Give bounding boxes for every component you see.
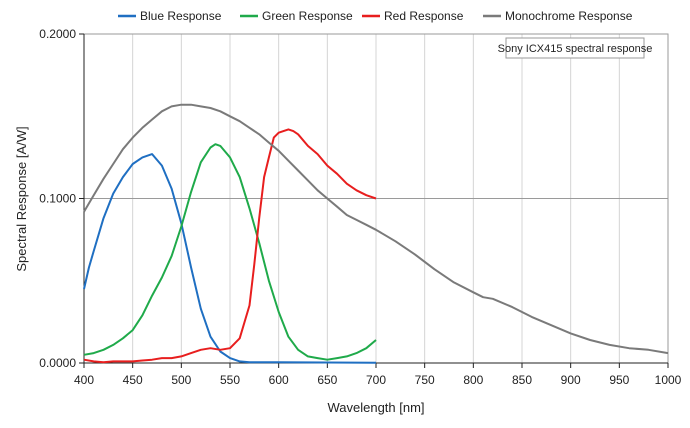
x-tick-label: 800 — [463, 373, 483, 387]
legend-label-green-response: Green Response — [262, 9, 353, 23]
series-line-red-response — [83, 128, 377, 364]
axis-layer: 400 450 500 550 600 650 700 750 800 850 900 950 1000… — [39, 27, 681, 387]
legend-label-red-response: Red Response — [384, 9, 464, 23]
y-tick-label: 0.0000 — [39, 356, 76, 370]
x-tick-label: 750 — [415, 373, 435, 387]
annotation: Sony ICX415 spectral response — [498, 37, 653, 59]
y-tick-label: 0.2000 — [39, 27, 76, 41]
annotation-text: Sony ICX415 spectral response — [498, 43, 653, 55]
y-axis-title: Spectral Response [A/W] — [14, 126, 29, 271]
x-tick-label: 550 — [220, 373, 240, 387]
series-layer — [83, 103, 669, 364]
series-line-blue-response — [83, 153, 377, 364]
x-axis-title: Wavelength [nm] — [327, 400, 424, 415]
x-tick-label: 450 — [123, 373, 143, 387]
legend-label-blue-response: Blue Response — [140, 9, 222, 23]
x-tick-label: 850 — [512, 373, 532, 387]
x-tick-label: 900 — [561, 373, 581, 387]
x-tick-label: 400 — [74, 373, 94, 387]
annotation-box — [505, 37, 645, 59]
legend-label-monochrome-response: Monochrome Response — [505, 9, 633, 23]
x-tick-label: 1000 — [655, 373, 682, 387]
x-tick-label: 500 — [171, 373, 191, 387]
x-tick-label: 650 — [317, 373, 337, 387]
x-tick-label: 950 — [609, 373, 629, 387]
series-line-monochrome-response — [83, 103, 669, 355]
y-tick-label: 0.1000 — [39, 192, 76, 206]
x-tick-label: 600 — [269, 373, 289, 387]
legend: Blue Response Green Response Red Response M… — [118, 9, 633, 23]
x-tick-label: 700 — [366, 373, 386, 387]
series-line-green-response — [83, 143, 377, 361]
